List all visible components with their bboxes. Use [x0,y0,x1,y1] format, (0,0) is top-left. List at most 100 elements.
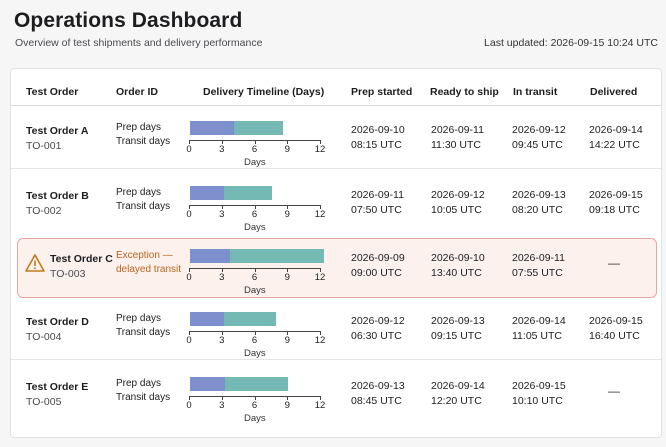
delivery-timeline-chart: 0 3 6 9 12 Days [186,186,326,238]
in-transit-cell: 10:10 UTC [512,395,563,407]
order-id: TO-001 [26,140,62,152]
timeline-legend: Prep days [116,378,162,389]
row-divider [11,168,661,169]
axis-tick [254,205,256,209]
axis-tick-label: 9 [284,335,290,346]
axis-tick [254,331,256,335]
warning-icon [25,254,45,277]
delivered-cell: 2026-09-14 [589,124,643,136]
axis-tick [189,331,190,335]
column-header-test-order: Test Order [26,86,79,98]
timeline-legend: Transit days [116,392,171,403]
exception-row-highlight [17,238,657,298]
axis-label: Days [244,222,266,233]
axis-label: Days [244,285,266,296]
axis-tick-label: 6 [251,335,258,346]
ready-to-ship-cell: 2026-09-13 [431,315,485,327]
axis-tick-label: 9 [284,209,290,220]
axis-tick [254,396,256,400]
delivered-cell: 14:22 UTC [589,139,640,151]
transit-days-bar [233,121,283,135]
delivered-cell: — [608,384,620,398]
axis-tick [320,268,321,272]
prep-started-cell: 06:30 UTC [351,330,402,342]
ready-to-ship-cell: 2026-09-12 [431,189,485,201]
axis-tick-label: 9 [284,144,290,155]
timeline-legend: Transit days [116,327,171,338]
timeline-legend: Transit days [116,136,171,147]
row-divider [11,359,661,360]
ready-to-ship-cell: 09:15 UTC [431,330,482,342]
page-title: Operations Dashboard [14,9,243,32]
axis-tick [189,268,190,272]
axis-tick [221,268,223,272]
delivered-cell: 09:18 UTC [589,204,640,216]
in-transit-cell: 2026-09-15 [512,380,566,392]
axis-tick [287,268,289,272]
axis-tick [189,205,190,209]
column-header-delivery-timeline: Delivery Timeline (Days) [203,86,325,98]
order-name: Test Order B [26,190,89,202]
prep-days-bar [190,249,231,263]
in-transit-cell: 2026-09-13 [512,189,566,201]
axis-tick-label: 3 [219,144,225,155]
delivered-cell: — [608,256,620,270]
prep-started-cell: 2026-09-10 [351,124,405,136]
timeline-legend: Prep days [116,187,162,198]
axis-tick-label: 12 [314,272,326,283]
prep-started-cell: 07:50 UTC [351,204,402,216]
axis-tick [287,205,289,209]
in-transit-cell: 2026-09-12 [512,124,566,136]
delivered-cell: 16:40 UTC [589,330,640,342]
timeline-legend: Transit days [116,201,171,212]
axis-tick-label: 0 [186,335,192,346]
axis-tick [287,140,289,144]
axis-tick-label: 12 [314,144,326,155]
axis-tick [320,205,321,209]
axis-tick-label: 0 [186,272,192,283]
axis-tick [221,396,223,400]
axis-tick [254,268,256,272]
page-subtitle: Overview of test shipments and delivery … [15,37,263,49]
exception-label: delayed transit [116,264,182,275]
timeline-legend: Prep days [116,313,162,324]
axis-tick-label: 12 [314,335,326,346]
exception-label: Exception — [116,250,173,261]
order-name: Test Order D [26,316,89,328]
axis-tick-label: 3 [219,335,225,346]
ready-to-ship-cell: 2026-09-11 [431,124,484,136]
prep-started-cell: 2026-09-11 [351,189,404,201]
axis-tick [320,331,321,335]
delivered-cell: 2026-09-15 [589,189,643,201]
delivery-timeline-chart: 0 3 6 9 12 Days [186,121,326,173]
axis-tick-label: 9 [284,400,290,411]
order-id: TO-003 [50,268,86,280]
axis-tick [189,140,190,144]
axis-tick-label: 6 [251,209,258,220]
axis-tick [189,396,190,400]
prep-days-bar [190,186,224,200]
prep-days-bar [190,377,225,391]
axis-tick-label: 0 [186,209,192,220]
order-id: TO-005 [26,396,62,408]
transit-days-bar [223,186,272,200]
in-transit-cell: 09:45 UTC [512,139,563,151]
order-name: Test Order E [26,381,89,393]
axis-tick [221,205,223,209]
in-transit-cell: 08:20 UTC [512,204,563,216]
timeline-legend: Prep days [116,122,162,133]
axis-tick [221,140,223,144]
last-updated: Last updated: 2026-09-15 10:24 UTC [484,37,658,49]
prep-days-bar [190,312,224,326]
prep-started-cell: 2026-09-09 [351,252,405,264]
prep-started-cell: 09:00 UTC [351,267,402,279]
axis-tick-label: 3 [219,272,225,283]
header-divider [11,105,661,106]
ready-to-ship-cell: 10:05 UTC [431,204,482,216]
axis-tick-label: 12 [314,209,326,220]
axis-tick [320,140,321,144]
prep-started-cell: 2026-09-13 [351,380,405,392]
axis-tick [221,331,223,335]
ready-to-ship-cell: 2026-09-10 [431,252,485,264]
column-header-delivered: Delivered [590,86,638,98]
